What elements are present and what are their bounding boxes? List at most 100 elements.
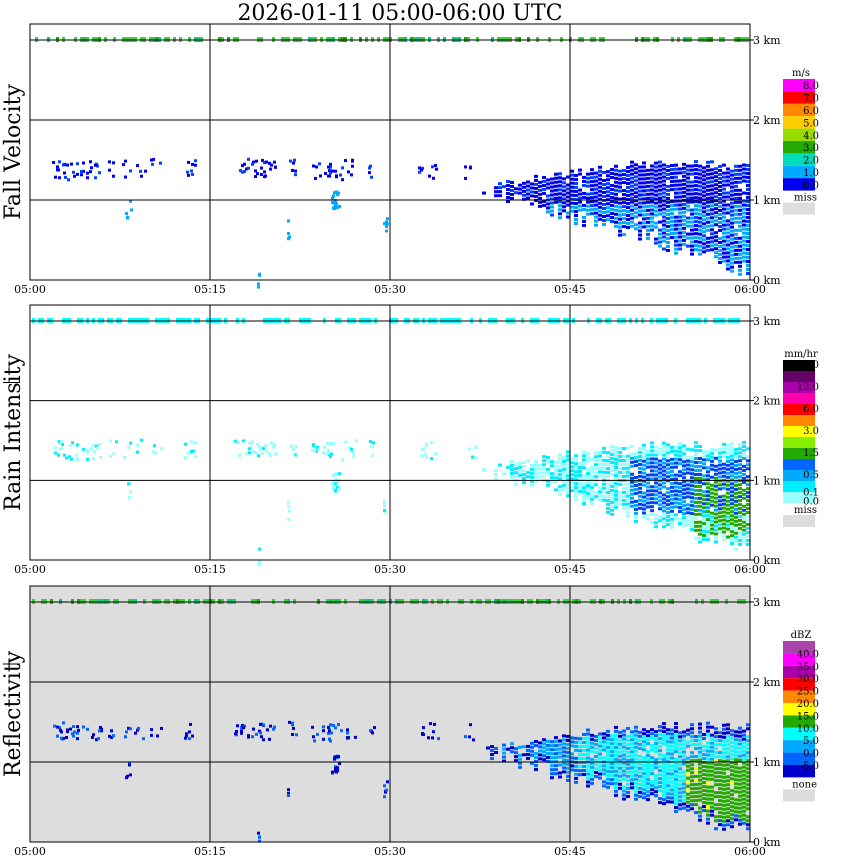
echo-cell	[654, 485, 658, 489]
echo-cell	[714, 496, 718, 500]
echo-cell	[662, 802, 666, 806]
echo-cell	[266, 728, 269, 732]
echo-cell	[274, 165, 277, 169]
echo-cell	[746, 739, 750, 743]
echo-cell	[694, 465, 698, 469]
echo-cell	[630, 456, 634, 460]
echo-cell	[258, 547, 261, 551]
echo-cell	[678, 795, 682, 799]
echo-cell	[718, 511, 722, 515]
echo-cell	[626, 786, 630, 790]
echo-cell	[650, 453, 654, 457]
echo-cell	[714, 472, 718, 476]
echo-cell	[435, 167, 438, 171]
echo-cell	[690, 460, 694, 464]
echo-cell	[734, 260, 738, 264]
echo-cell	[714, 747, 718, 751]
echo-cell	[582, 494, 586, 498]
echo-cell	[646, 489, 650, 493]
echo-cell	[550, 213, 554, 217]
echo-cell	[618, 766, 622, 770]
echo-cell	[332, 442, 335, 446]
echo-cell	[674, 445, 678, 449]
echo-cell	[682, 178, 686, 182]
echo-cell	[722, 203, 726, 207]
echo-cell	[706, 244, 710, 248]
echo-cell	[112, 174, 115, 178]
echo-cell	[542, 750, 546, 754]
echo-cell	[554, 768, 558, 772]
echo-cell	[606, 761, 610, 765]
echo-cell	[566, 754, 570, 758]
legend-swatch	[783, 360, 815, 371]
echo-cell	[328, 737, 331, 741]
echo-cell	[538, 757, 542, 761]
echo-cell	[658, 244, 662, 248]
echo-cell	[718, 176, 722, 180]
echo-cell	[666, 451, 670, 455]
echo-cell	[554, 176, 558, 180]
echo-cell	[698, 806, 702, 810]
echo-cell	[431, 165, 434, 169]
echo-cell	[730, 257, 734, 261]
echo-cell	[714, 468, 718, 472]
echo-cell	[550, 744, 554, 748]
echo-cell	[610, 188, 614, 192]
echo-cell	[530, 761, 534, 765]
echo-cell	[654, 762, 658, 766]
echo-cell	[682, 214, 686, 218]
echo-cell	[662, 215, 666, 219]
echo-cell	[638, 189, 642, 193]
echo-cell	[534, 174, 538, 178]
echo-cell	[734, 188, 738, 192]
echo-cell	[702, 530, 706, 534]
echo-cell	[566, 458, 570, 462]
echo-cell	[554, 188, 558, 192]
echo-cell	[702, 526, 706, 530]
echo-cell	[626, 738, 630, 742]
echo-cell	[646, 228, 650, 232]
echo-cell	[60, 736, 63, 740]
echo-cell	[534, 467, 538, 471]
echo-cell	[738, 168, 742, 172]
echo-cell	[678, 215, 682, 219]
echo-cell	[506, 465, 510, 469]
echo-cell	[618, 177, 622, 181]
echo-cell	[642, 503, 646, 507]
echo-cell	[594, 734, 598, 738]
echo-cell	[722, 751, 726, 755]
echo-cell	[694, 524, 698, 528]
echo-cell	[558, 188, 562, 192]
echo-cell	[638, 778, 642, 782]
echo-cell	[626, 494, 630, 498]
echo-cell	[738, 742, 742, 746]
echo-cell	[702, 534, 706, 538]
echo-cell	[630, 452, 634, 456]
echo-cell	[554, 756, 558, 760]
echo-cell	[626, 482, 630, 486]
echo-cell	[646, 730, 650, 734]
echo-cell	[638, 754, 642, 758]
echo-cell	[386, 217, 389, 221]
echo-cell	[686, 495, 690, 499]
echo-cell	[96, 446, 99, 450]
echo-cell	[698, 216, 702, 220]
echo-cell	[610, 488, 614, 492]
echo-cell	[694, 232, 698, 236]
echo-cell	[602, 178, 606, 182]
echo-cell	[622, 793, 626, 797]
echo-cell	[670, 180, 674, 184]
echo-cell	[482, 468, 486, 472]
echo-cell	[706, 793, 710, 797]
echo-cell	[722, 795, 726, 799]
echo-cell	[738, 180, 742, 184]
echo-cell	[678, 458, 682, 462]
echo-cell	[662, 758, 666, 762]
echo-cell	[330, 452, 333, 456]
echo-cell	[730, 225, 734, 229]
echo-cell	[662, 195, 666, 199]
echo-cell	[538, 741, 542, 745]
echo-cell	[730, 245, 734, 249]
echo-cell	[670, 792, 674, 796]
echo-cell	[694, 496, 698, 500]
